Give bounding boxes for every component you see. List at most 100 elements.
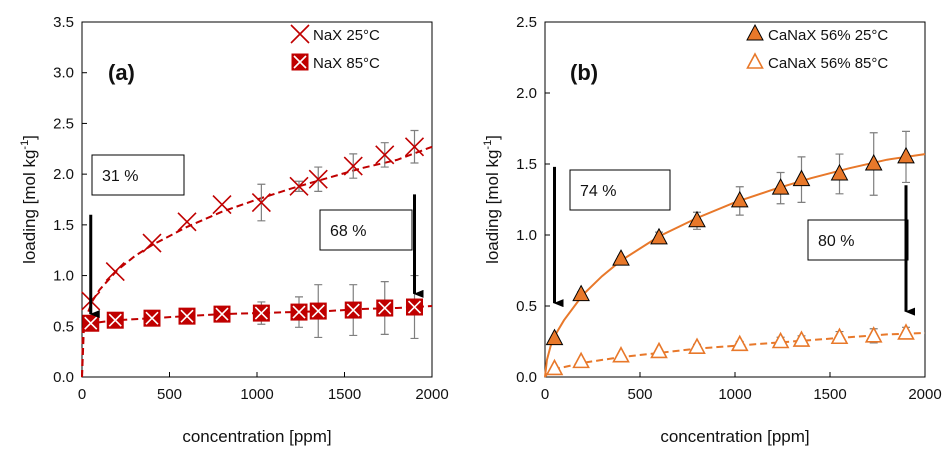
triangle-marker — [771, 178, 790, 195]
boxed-x-cross — [378, 301, 392, 315]
annotation-box — [807, 219, 909, 261]
legend-label: CaNaX 56% 85°C — [768, 55, 888, 72]
open-triangle-marker — [730, 334, 749, 352]
y-tick-label: 1.5 — [53, 217, 74, 234]
open-triangle-marker — [688, 337, 706, 354]
x-tick-label: 1500 — [328, 386, 361, 403]
triangle-marker — [688, 210, 706, 228]
boxed-x-cross — [108, 313, 122, 327]
annotation-1: 80 % — [807, 185, 915, 316]
y-tick-label: 2.0 — [516, 85, 537, 102]
triangle-marker — [792, 169, 811, 187]
x-tick-label: 0 — [541, 386, 549, 403]
open-triangle-marker — [864, 326, 883, 343]
annotation-text: 74 % — [580, 183, 616, 200]
legend-label: NaX 25°C — [313, 27, 380, 44]
legend-label: NaX 85°C — [313, 55, 380, 72]
x-marker — [308, 169, 328, 189]
open-triangle-marker — [545, 358, 564, 376]
x-marker — [212, 195, 232, 215]
y-tick-label: 2.5 — [53, 115, 74, 132]
triangle-marker — [897, 146, 915, 164]
y-axis-label-main: loading [mol kg — [20, 150, 39, 264]
y-tick-label: 2.5 — [516, 14, 537, 31]
y-axis-label: loading [mol kg-1] — [482, 135, 502, 264]
series-0: CaNaX 56% 25°C — [544, 23, 926, 378]
annotation-box — [569, 169, 671, 211]
open-triangle-marker — [612, 346, 630, 363]
boxed-x-cross — [145, 311, 159, 325]
series-1: CaNaX 56% 85°C — [544, 52, 926, 378]
triangle-marker — [612, 249, 630, 266]
x-marker — [177, 212, 197, 232]
open-triangle-marker — [830, 327, 849, 345]
x-axis-label: concentration [ppm] — [660, 427, 809, 446]
annotation-box — [91, 154, 185, 196]
boxed-x-cross — [180, 309, 194, 323]
x-marker — [142, 233, 162, 253]
chart-panel-0: 0.0 0.5 1.0 1.5 2.0 2.5 3.0 3.5 0 500 1000 1500 2000… — [19, 14, 449, 446]
panel-label: (a) — [108, 60, 135, 85]
open-triangle-marker — [792, 330, 811, 347]
y-tick-label: 0.0 — [516, 369, 537, 386]
open-triangle-marker — [650, 341, 668, 359]
y-tick-label: 3.0 — [53, 65, 74, 82]
x-tick-label: 2000 — [415, 386, 448, 403]
triangle-marker — [746, 23, 764, 41]
legend-label: CaNaX 56% 25°C — [768, 27, 888, 44]
y-tick-label: 0.5 — [53, 318, 74, 335]
x-marker — [289, 176, 309, 196]
boxed-x-cross — [293, 55, 307, 69]
boxed-x-cross — [292, 305, 306, 319]
x-marker — [343, 156, 363, 176]
y-tick-label: 0.5 — [516, 298, 537, 315]
y-axis-label-sup: -1 — [19, 140, 31, 150]
annotation-1: 68 % — [319, 194, 424, 298]
x-tick-label: 2000 — [908, 386, 941, 403]
annotation-text: 68 % — [330, 223, 366, 240]
open-triangle-marker — [771, 331, 790, 349]
x-tick-label: 500 — [627, 386, 652, 403]
open-triangle-marker — [897, 323, 915, 340]
x-marker — [404, 137, 425, 157]
y-axis-label-main: loading [mol kg — [483, 150, 502, 264]
y-tick-label: 3.5 — [53, 14, 74, 31]
triangle-marker — [730, 190, 749, 208]
annotation-box — [319, 209, 413, 251]
triangle-marker — [864, 153, 883, 171]
x-marker — [105, 261, 125, 282]
annotation-0: 74 % — [553, 166, 671, 308]
triangle-marker — [545, 328, 564, 346]
triangle-marker — [572, 284, 590, 302]
series-1: NaX 85°C — [81, 53, 433, 378]
y-tick-label: 0.0 — [53, 369, 74, 386]
boxed-x-cross — [84, 316, 98, 330]
x-axis-label: concentration [ppm] — [182, 427, 331, 446]
open-triangle-marker — [572, 351, 590, 369]
x-marker — [290, 24, 310, 44]
boxed-x-cross — [346, 303, 360, 317]
chart-panel-1: 0.0 0.5 1.0 1.5 2.0 2.5 0 500 1000 1500 2000 concen… — [482, 14, 942, 446]
panel-label: (b) — [570, 60, 598, 85]
triangle-marker — [650, 227, 668, 245]
annotation-text: 31 % — [102, 168, 138, 185]
boxed-x-cross — [407, 300, 422, 314]
y-axis-label-end: ] — [483, 135, 502, 140]
y-axis-label-sup: -1 — [482, 140, 494, 150]
x-marker — [375, 145, 395, 165]
x-tick-label: 500 — [157, 386, 182, 403]
y-tick-label: 1.5 — [516, 156, 537, 173]
triangle-marker — [830, 163, 849, 181]
x-tick-label: 1500 — [813, 386, 846, 403]
y-axis-label: loading [mol kg-1] — [19, 135, 39, 264]
boxed-x-cross — [311, 304, 325, 318]
y-tick-label: 1.0 — [53, 268, 74, 285]
x-tick-label: 1000 — [718, 386, 751, 403]
x-tick-label: 0 — [78, 386, 86, 403]
annotation-0: 31 % — [89, 154, 185, 319]
boxed-x-cross — [254, 306, 268, 320]
y-tick-label: 2.0 — [53, 166, 74, 183]
y-tick-label: 1.0 — [516, 227, 537, 244]
